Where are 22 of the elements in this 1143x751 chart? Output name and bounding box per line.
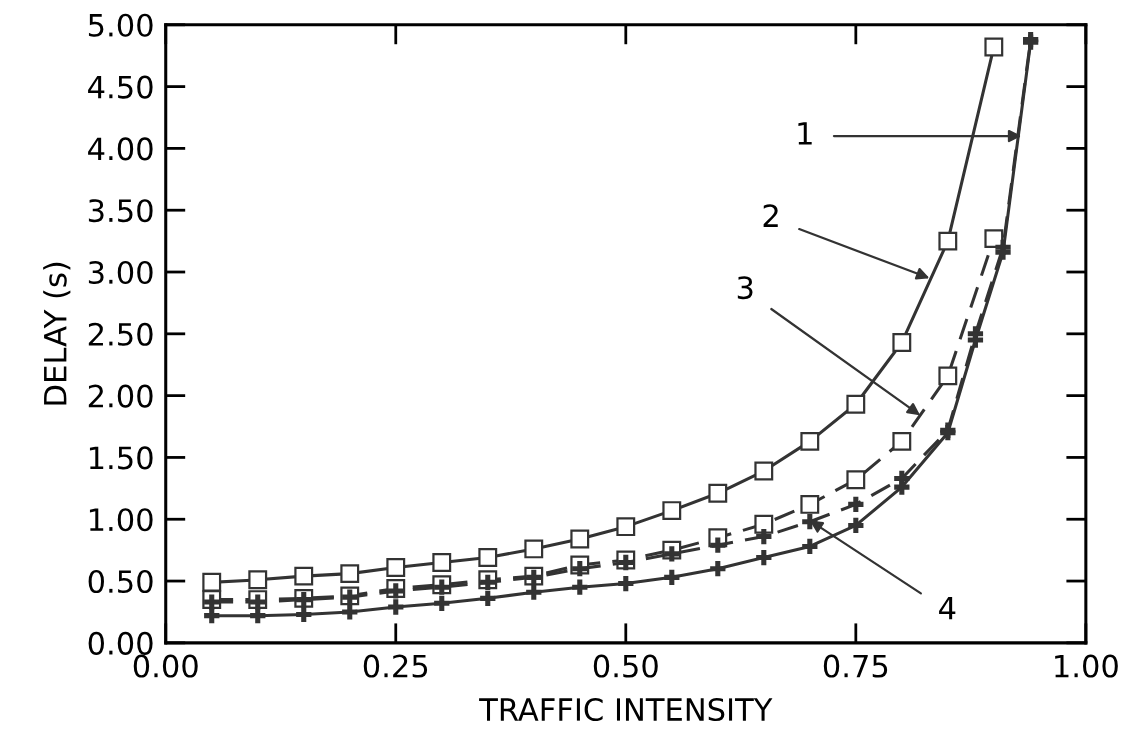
y-tick-label: 1.00 xyxy=(89,508,153,532)
y-tick-label: 4.50 xyxy=(88,75,153,99)
y-tick-label: 0.00 xyxy=(88,631,153,655)
x-tick-label: 0.75 xyxy=(823,654,888,678)
y-tick-label: 5.00 xyxy=(88,13,153,37)
x-tick-label: 0.25 xyxy=(363,654,428,678)
y-tick-label: 4.00 xyxy=(88,137,153,161)
annotation: 4 xyxy=(939,596,956,620)
x-tick-label: 1.00 xyxy=(1055,654,1118,678)
y-tick-label: 3.00 xyxy=(88,260,153,285)
y-axis-title: DELAY (s) xyxy=(43,262,71,405)
x-tick-label: 0.00 xyxy=(133,654,198,678)
y-tick-label: 3.50 xyxy=(88,199,153,223)
y-tick-label: 1.50 xyxy=(89,446,153,470)
x-axis-title: TRAFFIC INTENSITY xyxy=(479,697,773,722)
annotation: 3 xyxy=(737,276,753,300)
annotation: 2 xyxy=(763,204,778,227)
y-tick-label: 2.00 xyxy=(88,384,153,408)
x-tick-label: 0.50 xyxy=(593,654,658,678)
y-tick-label: 2.50 xyxy=(88,322,153,346)
y-tick-label: 0.50 xyxy=(88,569,153,594)
annotation: 1 xyxy=(798,122,812,145)
